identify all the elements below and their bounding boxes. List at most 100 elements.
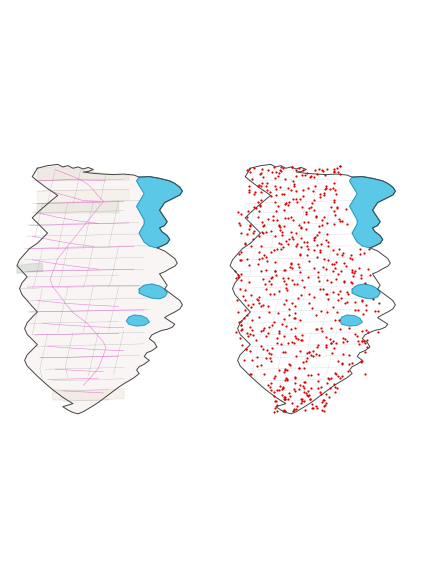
- Point: [233, 295, 240, 304]
- Point: [346, 324, 353, 333]
- Point: [311, 172, 317, 182]
- Point: [298, 202, 305, 212]
- Point: [307, 172, 314, 181]
- Point: [285, 310, 292, 319]
- Point: [325, 373, 331, 382]
- Point: [277, 225, 284, 235]
- Point: [299, 382, 306, 391]
- Point: [267, 382, 274, 391]
- Point: [303, 356, 310, 366]
- Point: [315, 227, 322, 236]
- Point: [308, 350, 314, 359]
- Point: [247, 323, 253, 332]
- Point: [322, 171, 328, 180]
- Point: [330, 168, 337, 177]
- Point: [257, 267, 264, 276]
- Point: [281, 277, 288, 286]
- Point: [305, 245, 312, 254]
- Point: [309, 304, 316, 313]
- Point: [314, 230, 320, 239]
- Point: [336, 244, 343, 254]
- Point: [347, 253, 354, 262]
- Point: [248, 242, 255, 251]
- Polygon shape: [37, 167, 129, 181]
- Point: [351, 268, 357, 277]
- Point: [333, 258, 340, 267]
- Point: [244, 301, 251, 310]
- Point: [321, 255, 328, 264]
- Point: [250, 300, 256, 309]
- Point: [359, 336, 366, 346]
- Point: [238, 248, 245, 257]
- Point: [323, 275, 330, 284]
- Point: [337, 162, 344, 171]
- Point: [328, 202, 334, 211]
- Point: [325, 241, 332, 250]
- Point: [264, 214, 271, 224]
- Point: [242, 239, 248, 248]
- Point: [288, 162, 295, 171]
- Point: [257, 326, 264, 335]
- Point: [298, 394, 305, 404]
- Point: [270, 408, 277, 417]
- Point: [358, 357, 365, 366]
- Point: [276, 239, 282, 248]
- Point: [298, 398, 305, 407]
- Point: [328, 348, 335, 358]
- Point: [282, 364, 289, 373]
- Point: [279, 242, 286, 251]
- Point: [255, 181, 262, 190]
- Point: [267, 247, 274, 256]
- Point: [301, 170, 308, 179]
- Point: [336, 215, 343, 224]
- Point: [285, 197, 292, 206]
- Point: [329, 336, 336, 346]
- Polygon shape: [230, 164, 395, 414]
- Point: [315, 267, 322, 277]
- Point: [278, 239, 285, 248]
- Point: [338, 358, 345, 367]
- Point: [285, 273, 291, 282]
- Point: [311, 165, 318, 174]
- Point: [333, 274, 340, 283]
- Point: [246, 278, 253, 287]
- Point: [313, 212, 320, 221]
- Point: [283, 280, 290, 289]
- Point: [343, 287, 350, 296]
- Point: [305, 390, 312, 399]
- Point: [331, 196, 338, 205]
- Point: [266, 322, 273, 331]
- Point: [278, 163, 285, 172]
- Point: [256, 255, 262, 264]
- Point: [271, 388, 278, 397]
- Point: [234, 271, 241, 280]
- Point: [257, 242, 264, 251]
- Point: [254, 212, 261, 221]
- Point: [288, 259, 295, 268]
- Point: [299, 394, 305, 403]
- Point: [319, 220, 325, 229]
- Point: [303, 208, 310, 217]
- Point: [285, 235, 292, 244]
- Point: [305, 289, 312, 298]
- Point: [322, 389, 329, 398]
- Point: [271, 181, 278, 190]
- Point: [295, 259, 302, 269]
- Point: [278, 319, 285, 328]
- Point: [297, 291, 304, 300]
- Point: [264, 185, 271, 194]
- Point: [281, 265, 288, 274]
- Point: [237, 321, 244, 330]
- Point: [316, 189, 323, 198]
- Point: [275, 365, 282, 374]
- Point: [290, 194, 296, 203]
- Point: [313, 252, 320, 261]
- Point: [271, 373, 277, 382]
- Point: [256, 247, 263, 256]
- Point: [272, 184, 279, 193]
- Point: [339, 217, 346, 226]
- Point: [354, 336, 361, 346]
- Point: [334, 249, 341, 258]
- Point: [282, 374, 289, 383]
- Point: [272, 258, 279, 267]
